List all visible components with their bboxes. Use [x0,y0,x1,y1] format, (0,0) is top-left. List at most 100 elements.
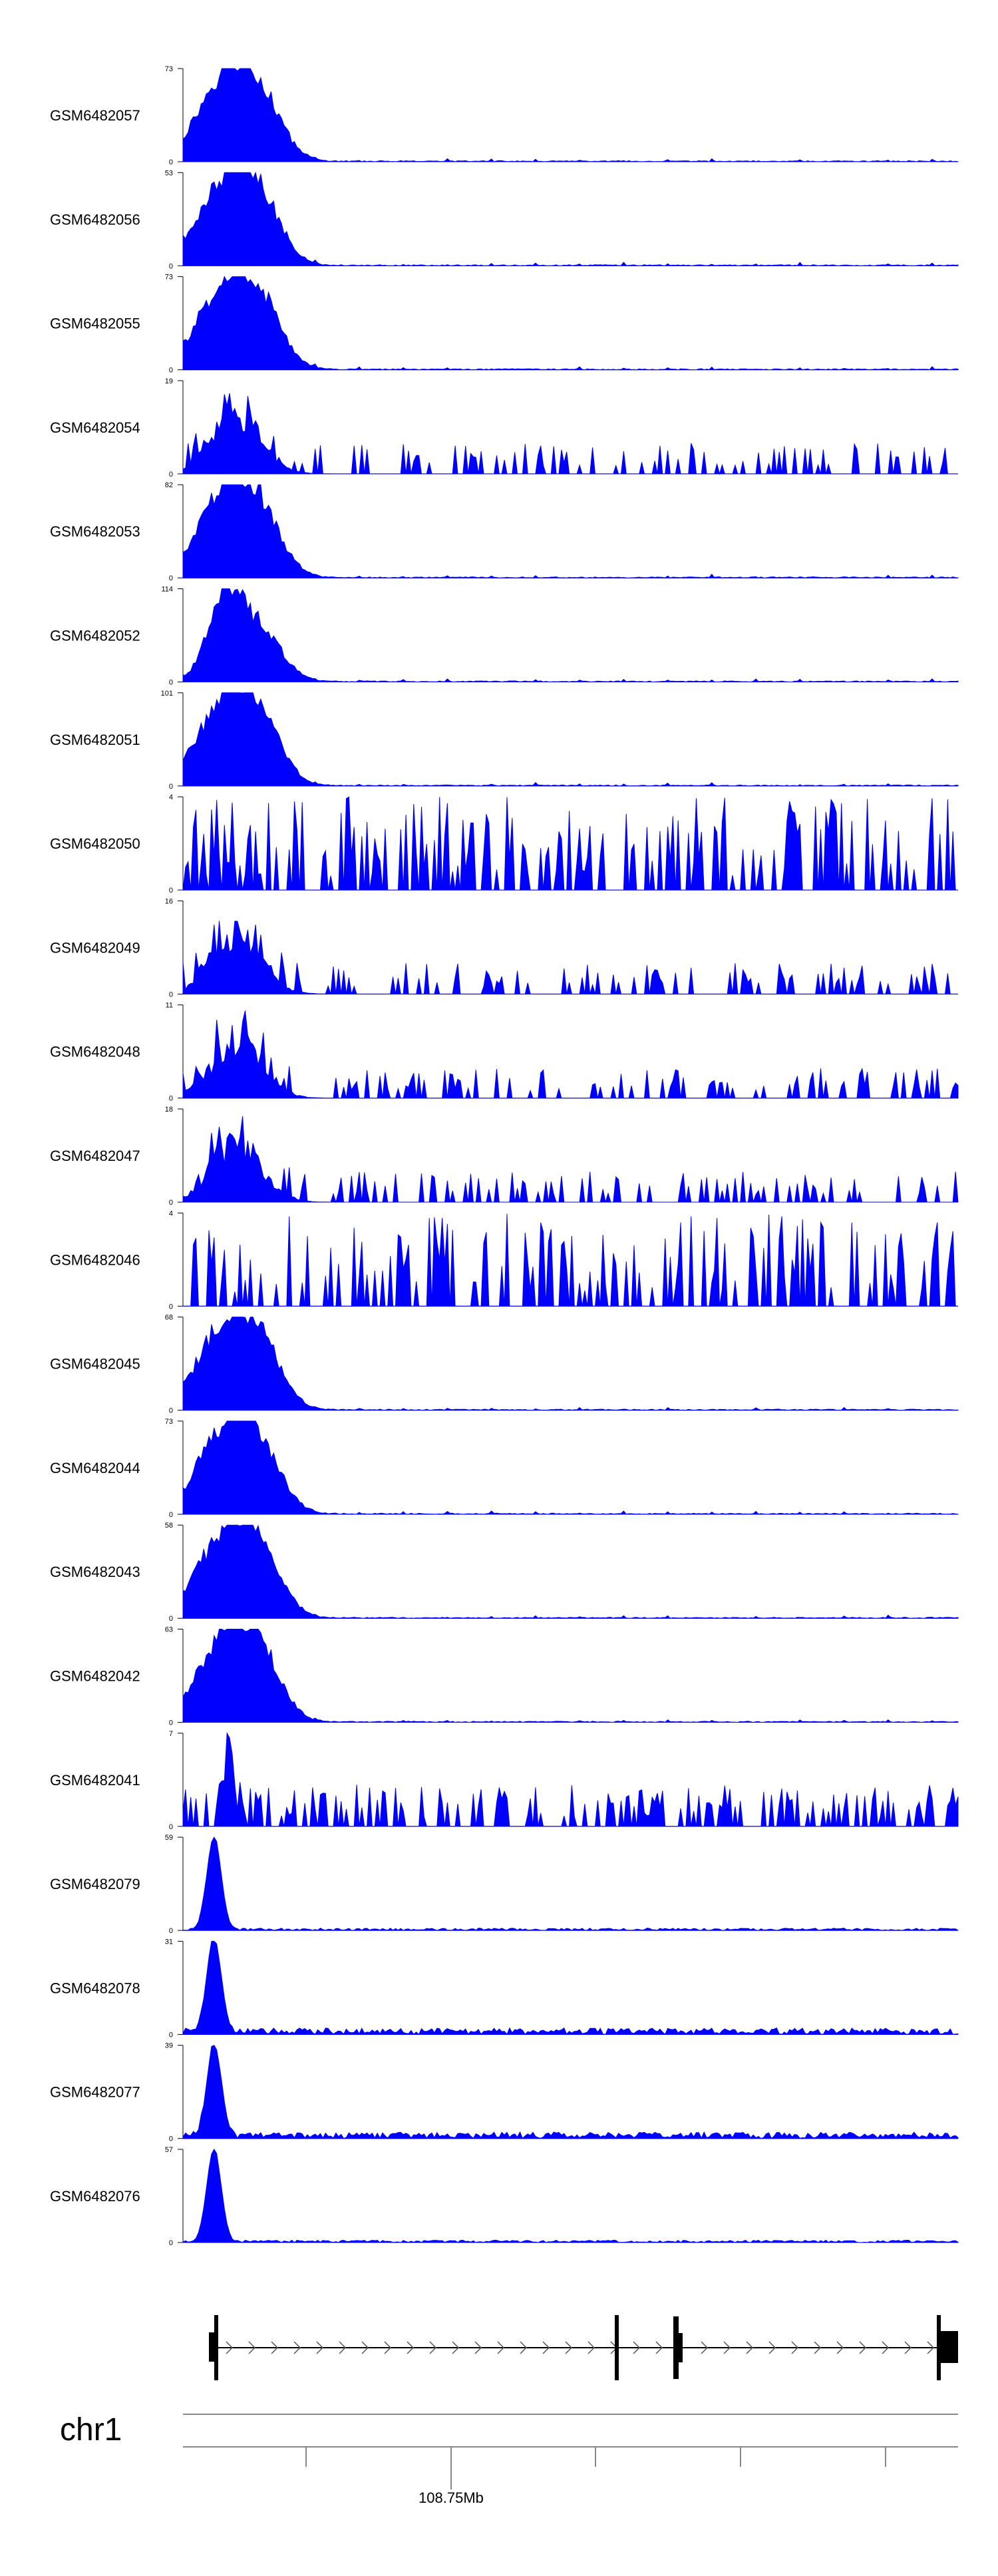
y-axis-max-label: 16 [165,897,173,905]
chevron-mark [474,2341,482,2354]
gene-exon-1 [209,2332,214,2362]
chevron-mark [791,2341,799,2354]
coverage-track: GSM6482046 4 0 [50,1209,958,1311]
track-label: GSM6482048 [50,1044,140,1060]
y-axis-max-label: 59 [165,1834,173,1842]
chevron-mark [339,2341,347,2354]
coverage-area [182,393,958,475]
y-axis-max-label: 73 [165,1418,173,1426]
track-label: GSM6482056 [50,211,140,228]
chevron-mark [836,2341,844,2354]
y-axis-max-label: 4 [169,1209,173,1217]
chevron-mark [316,2341,324,2354]
chevron-mark [927,2341,935,2354]
coverage-area [182,921,958,994]
track-label: GSM6482076 [50,2188,140,2205]
coverage-area [182,1317,959,1411]
coverage-area [182,692,959,787]
track-label: GSM6482057 [50,107,140,124]
chevron-mark [497,2341,505,2354]
y-axis-min-label: 0 [169,1823,173,1831]
chevron-mark [452,2341,460,2354]
chevron-mark [384,2341,392,2354]
chevron-mark [723,2341,731,2354]
coverage-track: GSM6482042 63 0 [50,1626,959,1727]
track-label: GSM6482043 [50,1564,140,1580]
chevron-mark [542,2341,550,2354]
gene-model-track [209,2315,958,2380]
track-label: GSM6482051 [50,732,140,748]
axis-coordinate-label: 108.75Mb [418,2489,484,2506]
y-axis-min-label: 0 [169,2031,173,2039]
y-axis-max-label: 19 [165,377,173,385]
coverage-track: GSM6482045 68 0 [50,1314,959,1415]
track-label: GSM6482079 [50,1876,140,1892]
coverage-track: GSM6482049 16 0 [50,897,958,998]
coverage-track: GSM6482041 7 0 [50,1730,959,1831]
coverage-area [182,1629,959,1723]
coverage-track: GSM6482078 31 0 [50,1938,959,2039]
chevron-mark [226,2341,234,2354]
coverage-area [182,276,959,371]
y-axis-max-label: 73 [165,274,173,282]
coverage-area [182,588,959,683]
coverage-track: GSM6482054 19 0 [50,377,958,479]
y-axis-min-label: 0 [169,887,173,895]
coverage-track: GSM6482076 57 0 [50,2146,959,2247]
coverage-area [182,2149,959,2243]
gene-exon-2 [615,2315,619,2380]
coverage-track: GSM6482044 73 0 [50,1418,959,1519]
chevron-mark [633,2341,641,2354]
y-axis-max-label: 63 [165,1626,173,1634]
genome-axis: chr1 108.75Mb [60,2412,958,2506]
y-axis-min-label: 0 [169,1927,173,1935]
y-axis-min-label: 0 [169,1511,173,1519]
y-axis-max-label: 101 [161,690,173,698]
chevron-mark [655,2341,663,2354]
chevron-mark [565,2341,573,2354]
y-axis-min-label: 0 [169,574,173,582]
track-label: GSM6482046 [50,1251,140,1268]
gene-exon-4 [937,2315,941,2380]
chevron-mark [701,2341,709,2354]
y-axis-min-label: 0 [169,367,173,375]
track-label: GSM6482055 [50,316,140,332]
track-label: GSM6482050 [50,835,140,852]
strand-direction-chevrons [226,2341,935,2354]
y-axis-min-label: 0 [169,1615,173,1623]
coverage-area [183,1213,958,1307]
y-axis-min-label: 0 [169,1303,173,1311]
coverage-area [182,68,959,162]
y-axis-max-label: 7 [169,1730,173,1738]
y-axis-min-label: 0 [169,2239,173,2247]
chevron-mark [248,2341,256,2354]
chevron-mark [587,2341,595,2354]
track-label: GSM6482078 [50,1980,140,1996]
coverage-track: GSM6482055 73 0 [50,274,959,375]
y-axis-max-label: 4 [169,793,173,801]
coverage-area [182,171,959,266]
chevron-mark [293,2341,301,2354]
track-label: GSM6482053 [50,523,140,540]
chevron-mark [859,2341,867,2354]
chevron-mark [361,2341,369,2354]
chevron-mark [814,2341,822,2354]
gene-exon-5 [941,2331,958,2363]
track-label: GSM6482049 [50,939,140,956]
y-axis-min-label: 0 [169,471,173,479]
chevron-mark [882,2341,890,2354]
y-axis-max-label: 31 [165,1938,173,1946]
coverage-track: GSM6482079 59 0 [50,1834,959,1935]
y-axis-max-label: 53 [165,169,173,177]
coverage-area [182,1940,959,2036]
coverage-track: GSM6482053 82 0 [50,481,959,582]
coverage-area [182,1732,959,1827]
chevron-mark [271,2341,279,2354]
coverage-track: GSM6482051 101 0 [50,690,959,791]
coverage-area [182,1116,959,1203]
y-axis-max-label: 18 [165,1106,173,1114]
y-axis-min-label: 0 [169,1719,173,1727]
y-axis-max-label: 68 [165,1314,173,1322]
y-axis-max-label: 58 [165,1522,173,1530]
